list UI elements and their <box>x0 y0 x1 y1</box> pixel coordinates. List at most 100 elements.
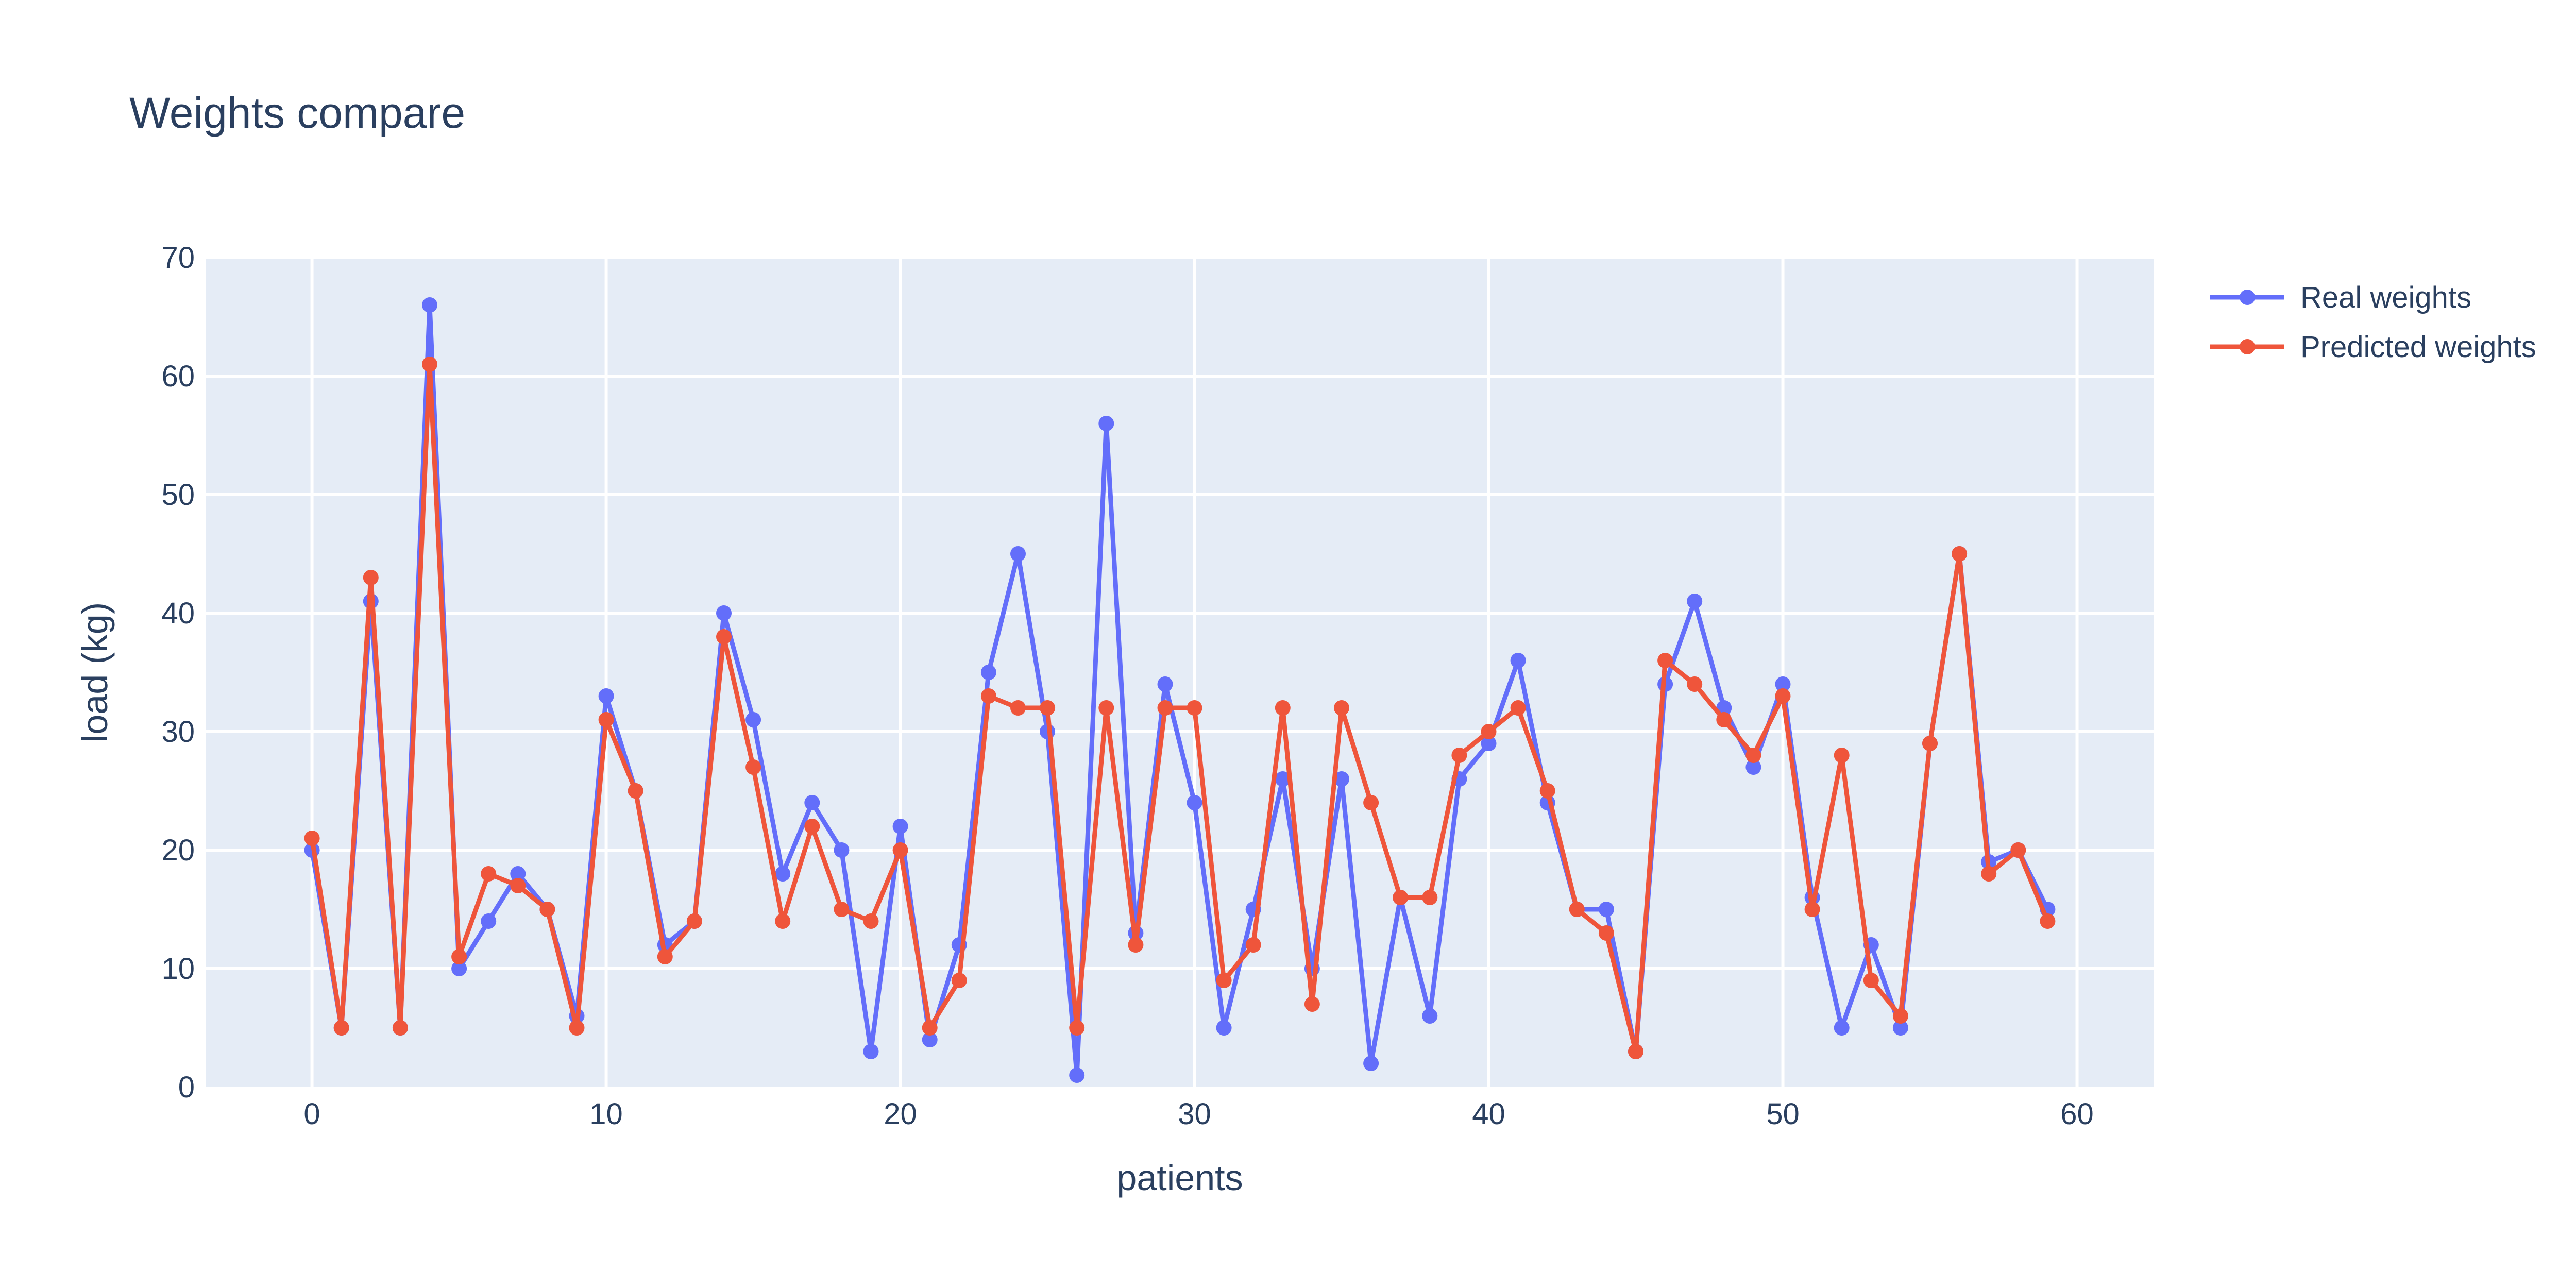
data-point[interactable] <box>1481 736 1497 751</box>
legend-item[interactable]: Real weights <box>2210 281 2471 314</box>
data-point[interactable] <box>745 759 761 775</box>
data-point[interactable] <box>775 866 791 882</box>
data-point[interactable] <box>1245 937 1261 953</box>
legend-item[interactable]: Predicted weights <box>2210 330 2536 364</box>
data-point[interactable] <box>1922 736 1938 751</box>
data-point[interactable] <box>1834 748 1850 763</box>
data-point[interactable] <box>980 688 996 704</box>
data-point[interactable] <box>539 902 555 917</box>
data-point[interactable] <box>2010 842 2026 858</box>
data-point[interactable] <box>834 902 850 917</box>
data-point[interactable] <box>1804 902 1820 917</box>
data-point[interactable] <box>1010 546 1026 562</box>
data-point[interactable] <box>333 1020 349 1036</box>
data-point[interactable] <box>951 973 967 988</box>
data-point[interactable] <box>1304 996 1320 1012</box>
data-point[interactable] <box>686 913 702 929</box>
data-point[interactable] <box>1098 700 1114 716</box>
data-point[interactable] <box>392 1020 408 1036</box>
data-point[interactable] <box>1510 700 1526 716</box>
data-point[interactable] <box>1363 1056 1379 1071</box>
legend-marker <box>2240 290 2255 305</box>
data-point[interactable] <box>1510 653 1526 668</box>
data-point[interactable] <box>775 913 791 929</box>
y-tick-label: 40 <box>161 597 195 630</box>
data-point[interactable] <box>745 712 761 727</box>
data-point[interactable] <box>1775 688 1791 704</box>
data-point[interactable] <box>1128 937 1144 953</box>
data-point[interactable] <box>598 712 614 727</box>
data-point[interactable] <box>1598 925 1614 941</box>
data-point[interactable] <box>922 1032 938 1047</box>
data-point[interactable] <box>892 819 908 834</box>
data-point[interactable] <box>892 842 908 858</box>
data-point[interactable] <box>716 629 732 645</box>
data-point[interactable] <box>481 866 497 882</box>
grid <box>206 256 2154 1087</box>
data-point[interactable] <box>1952 546 1968 562</box>
data-point[interactable] <box>569 1020 585 1036</box>
data-point[interactable] <box>834 842 850 858</box>
data-point[interactable] <box>1657 653 1673 668</box>
data-point[interactable] <box>1334 771 1349 787</box>
data-point[interactable] <box>716 605 732 621</box>
data-point[interactable] <box>1539 783 1555 799</box>
data-point[interactable] <box>1187 700 1202 716</box>
y-tick-label: 70 <box>161 241 195 275</box>
data-point[interactable] <box>1069 1020 1085 1036</box>
data-point[interactable] <box>628 783 643 799</box>
data-point[interactable] <box>598 688 614 704</box>
data-point[interactable] <box>1834 1020 1850 1036</box>
data-point[interactable] <box>980 665 996 680</box>
data-point[interactable] <box>863 1044 879 1059</box>
data-point[interactable] <box>804 795 820 810</box>
data-point[interactable] <box>1275 700 1291 716</box>
data-point[interactable] <box>510 866 526 882</box>
data-point[interactable] <box>1422 1008 1438 1024</box>
data-point[interactable] <box>1569 902 1585 917</box>
data-point[interactable] <box>1010 700 1026 716</box>
data-point[interactable] <box>1216 1020 1232 1036</box>
data-point[interactable] <box>1157 700 1173 716</box>
data-point[interactable] <box>2040 913 2056 929</box>
data-point[interactable] <box>1451 748 1467 763</box>
data-point[interactable] <box>1481 724 1497 739</box>
data-point[interactable] <box>1981 866 1997 882</box>
data-point[interactable] <box>1187 795 1202 810</box>
data-point[interactable] <box>1775 676 1791 692</box>
data-point[interactable] <box>922 1020 938 1036</box>
data-point[interactable] <box>1598 902 1614 917</box>
data-point[interactable] <box>1716 712 1732 727</box>
data-point[interactable] <box>1745 759 1761 775</box>
x-tick-label: 0 <box>303 1097 320 1131</box>
data-point[interactable] <box>422 357 437 372</box>
data-point[interactable] <box>451 949 467 964</box>
data-point[interactable] <box>1069 1067 1085 1083</box>
data-point[interactable] <box>1628 1044 1643 1059</box>
data-point[interactable] <box>1157 676 1173 692</box>
data-point[interactable] <box>422 297 437 313</box>
data-point[interactable] <box>657 949 673 964</box>
data-point[interactable] <box>1892 1008 1908 1024</box>
data-point[interactable] <box>304 831 320 846</box>
data-point[interactable] <box>363 570 379 585</box>
data-point[interactable] <box>510 878 526 893</box>
data-point[interactable] <box>1687 594 1703 609</box>
data-point[interactable] <box>863 913 879 929</box>
data-point[interactable] <box>804 819 820 834</box>
data-point[interactable] <box>1422 890 1438 905</box>
data-point[interactable] <box>1687 676 1703 692</box>
data-point[interactable] <box>1892 1020 1908 1036</box>
data-point[interactable] <box>451 961 467 976</box>
data-point[interactable] <box>1393 890 1409 905</box>
data-point[interactable] <box>481 913 497 929</box>
data-point[interactable] <box>1863 973 1879 988</box>
data-point[interactable] <box>1040 700 1056 716</box>
legend[interactable]: Real weights Predicted weights <box>2210 281 2536 364</box>
data-point[interactable] <box>1098 416 1114 431</box>
data-point[interactable] <box>1363 795 1379 810</box>
data-point[interactable] <box>1216 973 1232 988</box>
data-point[interactable] <box>1334 700 1349 716</box>
data-point[interactable] <box>1275 771 1291 787</box>
data-point[interactable] <box>1745 748 1761 763</box>
